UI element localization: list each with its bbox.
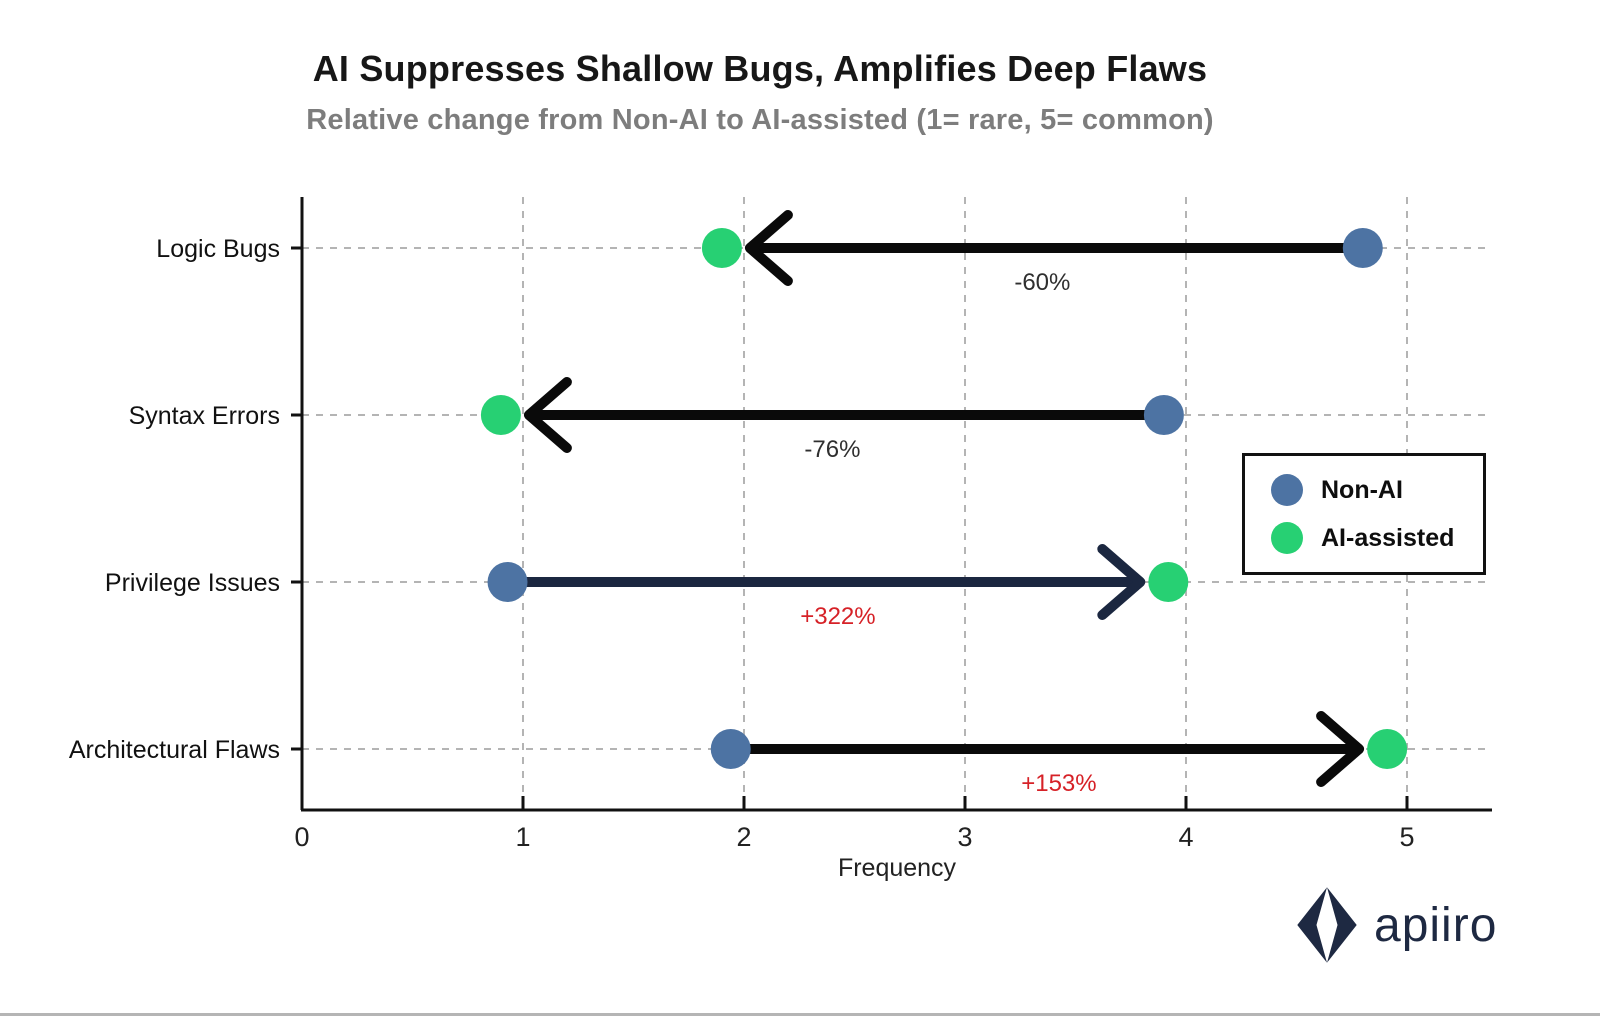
- apiiro-logomark-icon: [1297, 887, 1357, 963]
- non-ai-dot-icon: [1271, 474, 1303, 506]
- x-tick-label: 3: [957, 822, 972, 852]
- apiiro-logo-text: apiiro: [1374, 898, 1498, 952]
- x-tick-label: 5: [1399, 822, 1414, 852]
- non-ai-point: [487, 562, 528, 602]
- ai-assisted-point: [701, 228, 742, 268]
- chart-header: AI Suppresses Shallow Bugs, Amplifies De…: [0, 48, 1520, 137]
- arrowhead-icon: [523, 377, 572, 453]
- change-label: +153%: [1021, 770, 1096, 797]
- x-tick-label: 2: [736, 822, 751, 852]
- apiiro-logo: apiiro: [1296, 886, 1497, 964]
- arrowhead-icon: [1097, 544, 1146, 620]
- arrowhead-icon: [1316, 711, 1365, 787]
- non-ai-point: [1143, 395, 1184, 435]
- change-label: +322%: [800, 603, 875, 630]
- page-subtitle: Relative change from Non-AI to AI-assist…: [306, 104, 1214, 136]
- category-label: Privilege Issues: [105, 569, 280, 597]
- x-tick-label: 1: [515, 822, 530, 852]
- x-tick-label: 4: [1178, 822, 1193, 852]
- x-axis-title: Frequency: [838, 854, 957, 882]
- legend-item-ai-assisted: AI-assisted: [1271, 522, 1483, 554]
- ai-assisted-dot-icon: [1271, 522, 1303, 554]
- page-title: AI Suppresses Shallow Bugs, Amplifies De…: [312, 48, 1208, 89]
- legend-item-non-ai: Non-AI: [1271, 474, 1483, 506]
- non-ai-point: [710, 729, 751, 769]
- non-ai-point: [1342, 228, 1383, 268]
- category-label: Architectural Flaws: [69, 736, 280, 764]
- ai-assisted-point: [480, 395, 521, 435]
- change-label: -60%: [1014, 269, 1070, 296]
- legend: Non-AI AI-assisted: [1242, 453, 1486, 575]
- category-label: Syntax Errors: [129, 402, 280, 430]
- legend-label-ai-assisted: AI-assisted: [1321, 523, 1455, 552]
- arrowhead-icon: [744, 210, 793, 286]
- window-bottom-edge: [0, 1013, 1600, 1016]
- ai-assisted-point: [1367, 729, 1408, 769]
- legend-label-non-ai: Non-AI: [1321, 475, 1403, 504]
- x-tick-label: 0: [294, 822, 309, 852]
- category-label: Logic Bugs: [156, 235, 280, 263]
- change-label: -76%: [804, 436, 860, 463]
- ai-assisted-point: [1148, 562, 1189, 602]
